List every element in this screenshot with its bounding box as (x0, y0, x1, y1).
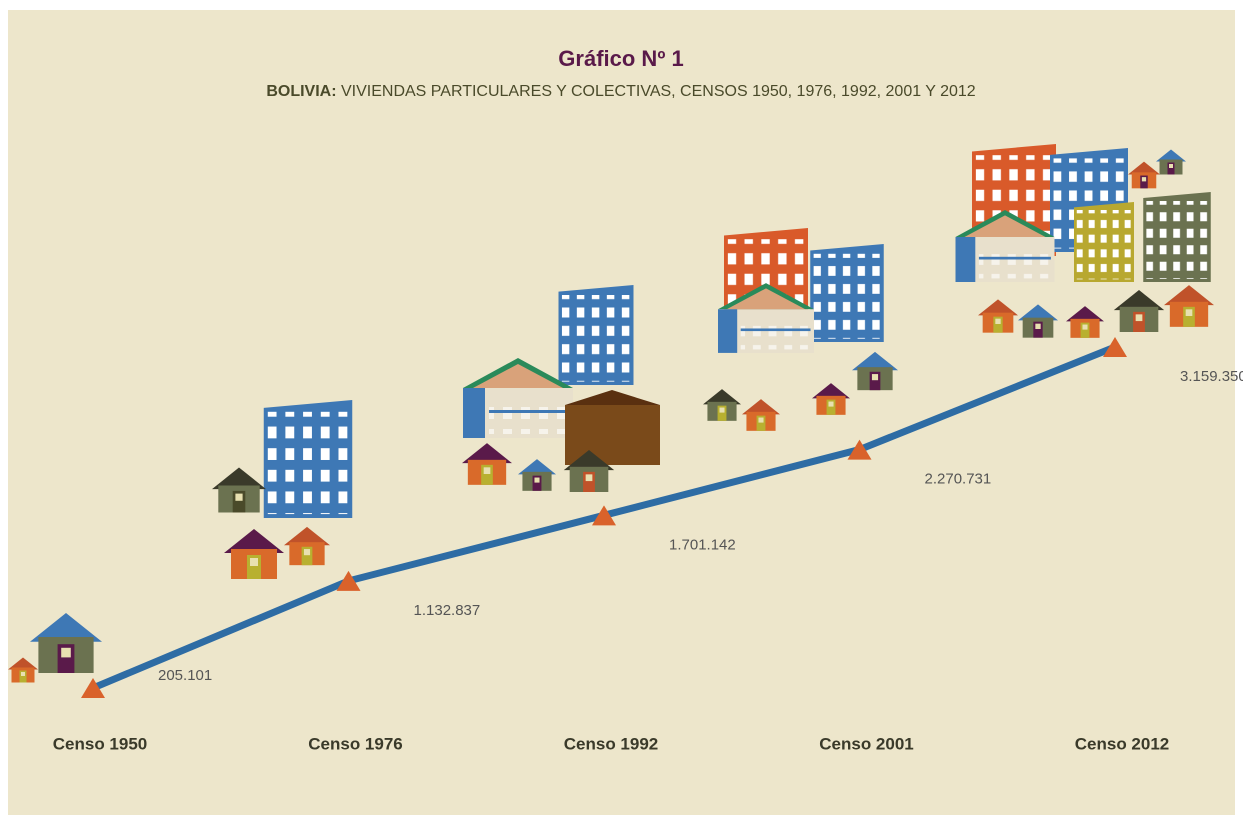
value-label: 2.270.731 (925, 471, 992, 488)
illustrations (8, 144, 1214, 683)
value-label: 1.701.142 (669, 536, 736, 553)
subtitle-text: VIVIENDAS PARTICULARES Y COLECTIVAS, CEN… (337, 83, 976, 100)
x-tick-label: Censo 1950 (53, 734, 148, 753)
point-marker (847, 439, 872, 460)
point-marker (592, 505, 616, 526)
brown-roof (565, 390, 660, 405)
value-label: 205.101 (158, 667, 212, 684)
point-marker (1103, 337, 1127, 357)
point-marker (336, 570, 361, 591)
subtitle-lead: BOLIVIA: (266, 83, 336, 100)
chart-subtitle: BOLIVIA: VIVIENDAS PARTICULARES Y COLECT… (266, 83, 975, 100)
value-label: 1.132.837 (414, 602, 481, 619)
point-marker (81, 678, 105, 698)
x-tick-label: Censo 1992 (564, 734, 659, 753)
x-tick-label: Censo 2012 (1075, 734, 1170, 753)
chart-title: Gráfico Nº 1 (558, 46, 683, 71)
brown-house (565, 405, 660, 465)
x-tick-label: Censo 2001 (819, 734, 914, 753)
x-tick-label: Censo 1976 (308, 734, 403, 753)
value-label: 3.159.350 (1180, 368, 1243, 385)
